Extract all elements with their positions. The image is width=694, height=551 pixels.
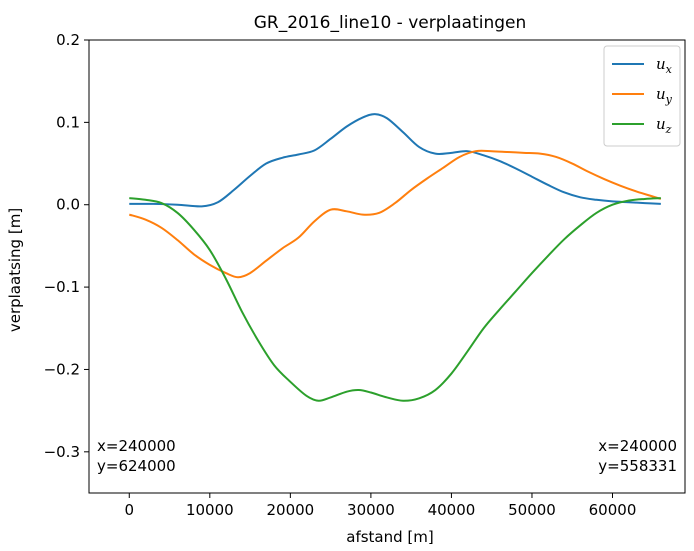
annotation-right-line: x=240000 <box>598 437 677 455</box>
x-tick-label: 50000 <box>508 501 556 519</box>
x-tick-label: 10000 <box>186 501 234 519</box>
series-line-uy <box>128 149 662 279</box>
x-tick-label: 60000 <box>589 501 637 519</box>
annotation-left-line: x=240000 <box>97 437 176 455</box>
x-tick-label: 20000 <box>266 501 314 519</box>
chart-title: GR_2016_line10 - verplaatingen <box>254 13 527 33</box>
y-tick-label: 0.0 <box>56 196 80 214</box>
series-line-uz <box>129 197 661 402</box>
y-tick-label: −0.1 <box>44 278 80 296</box>
legend-label-uz: uz <box>656 115 672 136</box>
y-axis-label: verplaatsing [m] <box>6 208 24 332</box>
plot-frame <box>88 39 686 494</box>
annotation-right-line: y=558331 <box>598 457 677 475</box>
x-tick-label: 0 <box>124 501 134 519</box>
y-tick-label: −0.2 <box>44 360 80 378</box>
annotation-left-line: y=624000 <box>97 457 176 475</box>
y-tick-label: 0.2 <box>56 31 80 49</box>
y-tick-label: 0.1 <box>56 113 80 131</box>
x-tick-label: 30000 <box>347 501 395 519</box>
legend-label-ux: ux <box>656 55 673 76</box>
plot-area: 0 10000 20000 30000 40000 50000 60000 0.2 0.1 0.0… <box>44 31 686 519</box>
y-tick-label: −0.3 <box>44 443 80 461</box>
legend-label-uy: uy <box>656 85 673 106</box>
series-line-ux <box>129 113 661 208</box>
x-axis-label: afstand [m] <box>346 528 433 546</box>
x-tick-label: 40000 <box>428 501 476 519</box>
legend-box <box>603 45 681 147</box>
legend: ux uy uz <box>603 45 681 147</box>
